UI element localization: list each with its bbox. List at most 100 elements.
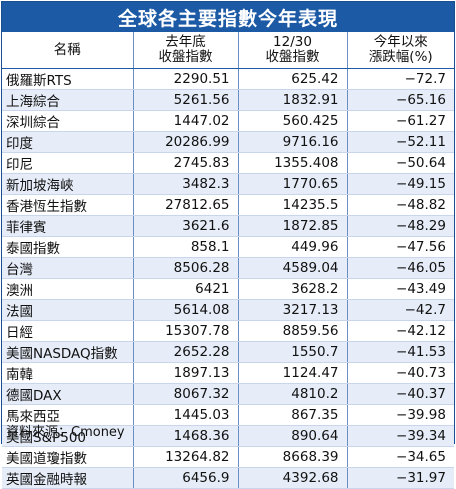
table-row: 新加坡海峽 3482.3 1770.65 −49.15	[2, 173, 454, 195]
table-row: 德國DAX 8067.32 4810.2 −40.37	[2, 383, 454, 405]
row-prev-close-cell: 3621.6	[133, 215, 239, 237]
header-name: 名稱	[2, 32, 134, 69]
row-change-cell: −72.7	[347, 68, 454, 90]
row-change-cell: −52.11	[347, 131, 454, 153]
row-prev-close-cell: 2652.28	[133, 341, 239, 363]
table-row: 馬來西亞 1445.03 867.35 −39.98	[2, 404, 454, 426]
row-close-cell: 4810.2	[238, 383, 348, 405]
row-prev-close-cell: 1445.03	[133, 404, 239, 426]
row-close-cell: 9716.16	[238, 131, 348, 153]
header-change: 今年以來 漲跌幅(%)	[347, 32, 454, 69]
row-change-cell: −46.05	[347, 257, 454, 279]
row-close-cell: 8668.39	[238, 446, 348, 468]
row-change-cell: −43.49	[347, 278, 454, 300]
row-close-cell: 3628.2	[238, 278, 348, 300]
row-name-cell: 馬來西亞	[2, 404, 134, 426]
row-prev-close-cell: 1897.13	[133, 362, 239, 384]
table-row: 深圳綜合 1447.02 560.425 −61.27	[2, 110, 454, 132]
row-name-cell: 日經	[2, 320, 134, 342]
row-name-cell: 南韓	[2, 362, 134, 384]
row-close-cell: 1770.65	[238, 173, 348, 195]
row-prev-close-cell: 858.1	[133, 236, 239, 258]
row-close-cell: 449.96	[238, 236, 348, 258]
table-row: 泰國指數 858.1 449.96 −47.56	[2, 236, 454, 258]
table-row: 印尼 2745.83 1355.408 −50.64	[2, 152, 454, 174]
row-close-cell: 14235.5	[238, 194, 348, 216]
header-change-line2: 漲跌幅(%)	[368, 49, 433, 65]
row-prev-close-cell: 13264.82	[133, 446, 239, 468]
row-close-cell: 3217.13	[238, 299, 348, 321]
header-prev-close-line2: 收盤指數	[158, 49, 213, 65]
row-prev-close-cell: 1468.36	[133, 425, 239, 447]
row-prev-close-cell: 5261.56	[133, 89, 239, 111]
row-prev-close-cell: 5614.08	[133, 299, 239, 321]
row-change-cell: −48.82	[347, 194, 454, 216]
table-title: 全球各主要指數今年表現	[2, 2, 454, 32]
row-close-cell: 1124.47	[238, 362, 348, 384]
row-prev-close-cell: 8067.32	[133, 383, 239, 405]
row-close-cell: 1550.7	[238, 341, 348, 363]
row-name-cell: 俄羅斯RTS	[2, 68, 134, 90]
row-name-cell: 上海綜合	[2, 89, 134, 111]
table-row: 美國NASDAQ指數 2652.28 1550.7 −41.53	[2, 341, 454, 363]
header-prev-close: 去年底 收盤指數	[133, 32, 239, 69]
header-close: 12/30 收盤指數	[238, 32, 348, 69]
row-name-cell: 德國DAX	[2, 383, 134, 405]
row-prev-close-cell: 3482.3	[133, 173, 239, 195]
table-row: 澳洲 6421 3628.2 −43.49	[2, 278, 454, 300]
row-prev-close-cell: 2745.83	[133, 152, 239, 174]
table-row: 美國道瓊指數 13264.82 8668.39 −34.65	[2, 446, 454, 468]
row-change-cell: −65.16	[347, 89, 454, 111]
row-change-cell: −40.73	[347, 362, 454, 384]
table-row: 印度 20286.99 9716.16 −52.11	[2, 131, 454, 153]
row-change-cell: −42.7	[347, 299, 454, 321]
row-close-cell: 890.64	[238, 425, 348, 447]
row-name-cell: 香港恆生指數	[2, 194, 134, 216]
row-name-cell: 菲律賓	[2, 215, 134, 237]
table-row: 香港恆生指數 27812.65 14235.5 −48.82	[2, 194, 454, 216]
row-change-cell: −40.37	[347, 383, 454, 405]
row-prev-close-cell: 1447.02	[133, 110, 239, 132]
row-prev-close-cell: 8506.28	[133, 257, 239, 279]
row-name-cell: 美國S&P500	[2, 425, 134, 447]
row-change-cell: −49.15	[347, 173, 454, 195]
row-change-cell: −39.34	[347, 425, 454, 447]
header-row: 名稱 去年底 收盤指數 12/30 收盤指數 今年以來 漲跌幅(%)	[2, 32, 454, 69]
table-row: 台灣 8506.28 4589.04 −46.05	[2, 257, 454, 279]
row-change-cell: −47.56	[347, 236, 454, 258]
row-change-cell: −34.65	[347, 446, 454, 468]
table-row: 英國金融時報 6456.9 4392.68 −31.97	[2, 467, 454, 489]
row-close-cell: 867.35	[238, 404, 348, 426]
source-note: 資料來源：Cmoney	[6, 425, 125, 440]
row-close-cell: 1355.408	[238, 152, 348, 174]
row-name-cell: 美國NASDAQ指數	[2, 341, 134, 363]
row-change-cell: −31.97	[347, 467, 454, 489]
header-close-line2: 收盤指數	[265, 49, 320, 65]
row-prev-close-cell: 6456.9	[133, 467, 239, 489]
row-name-cell: 美國道瓊指數	[2, 446, 134, 468]
table-row: 上海綜合 5261.56 1832.91 −65.16	[2, 89, 454, 111]
table-row: 菲律賓 3621.6 1872.85 −48.29	[2, 215, 454, 237]
row-close-cell: 625.42	[238, 68, 348, 90]
row-close-cell: 8859.56	[238, 320, 348, 342]
row-close-cell: 1832.91	[238, 89, 348, 111]
row-name-cell: 台灣	[2, 257, 134, 279]
header-close-line1: 12/30	[273, 34, 312, 50]
row-name-cell: 印尼	[2, 152, 134, 174]
row-name-cell: 泰國指數	[2, 236, 134, 258]
table-row: 南韓 1897.13 1124.47 −40.73	[2, 362, 454, 384]
row-prev-close-cell: 27812.65	[133, 194, 239, 216]
row-name-cell: 新加坡海峽	[2, 173, 134, 195]
row-prev-close-cell: 20286.99	[133, 131, 239, 153]
header-prev-close-line1: 去年底	[165, 34, 206, 50]
row-change-cell: −50.64	[347, 152, 454, 174]
row-close-cell: 1872.85	[238, 215, 348, 237]
row-name-cell: 深圳綜合	[2, 110, 134, 132]
table-row: 俄羅斯RTS 2290.51 625.42 −72.7	[2, 68, 454, 90]
row-close-cell: 560.425	[238, 110, 348, 132]
row-prev-close-cell: 15307.78	[133, 320, 239, 342]
table-row: 日經 15307.78 8859.56 −42.12	[2, 320, 454, 342]
row-prev-close-cell: 2290.51	[133, 68, 239, 90]
row-change-cell: −41.53	[347, 341, 454, 363]
